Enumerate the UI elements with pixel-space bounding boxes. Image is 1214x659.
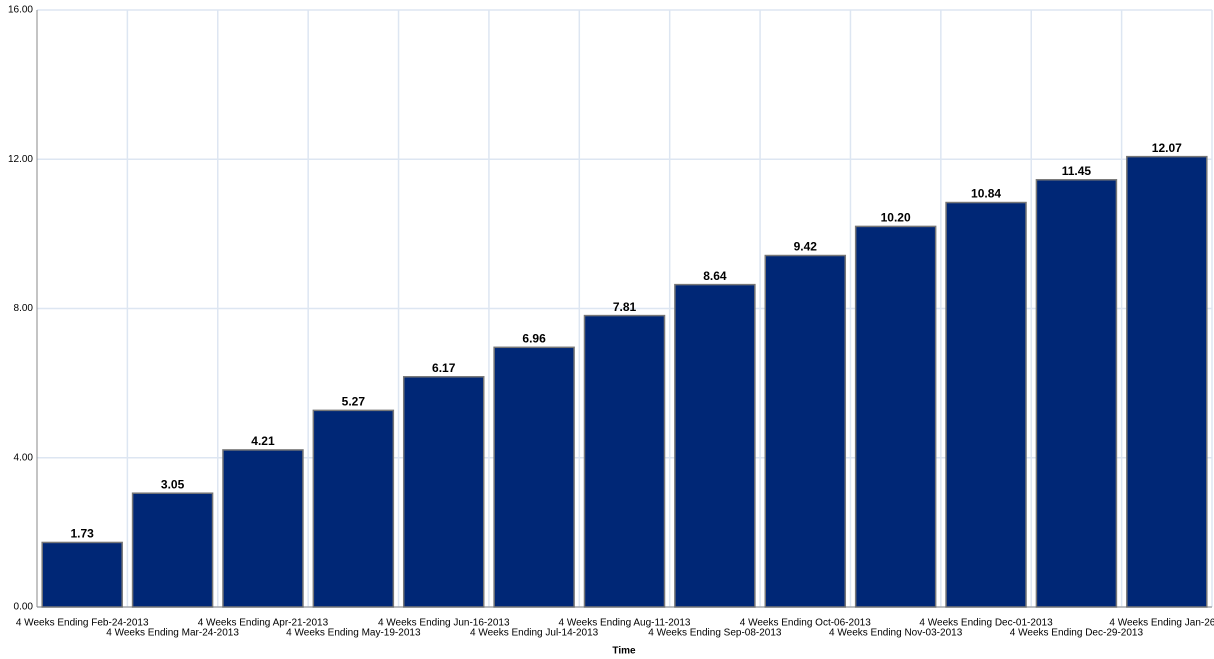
bar: [945, 201, 1027, 608]
bar: [764, 254, 847, 608]
bar: [312, 409, 395, 608]
value-label: 6.17: [432, 361, 456, 375]
x-tick-label: 4 Weeks Ending Apr-21-2013: [198, 618, 329, 629]
bar: [1126, 155, 1208, 608]
x-tick-label: 4 Weeks Ending Sep-08-2013: [648, 628, 782, 639]
bar: [131, 492, 214, 608]
value-label: 3.05: [161, 477, 185, 491]
x-tick-label: 4 Weeks Ending Jun-16-2013: [378, 618, 510, 629]
bar: [854, 225, 937, 608]
x-axis-title: Time: [612, 646, 636, 657]
y-tick-label: 4.00: [14, 452, 34, 463]
value-label: 5.27: [342, 395, 366, 409]
x-tick-label: 4 Weeks Ending Dec-29-2013: [1010, 628, 1144, 639]
value-label: 11.45: [1062, 164, 1092, 178]
value-label: 6.96: [522, 331, 546, 345]
y-tick-label: 8.00: [14, 303, 34, 314]
x-tick-label: 4 Weeks Ending Nov-03-2013: [829, 628, 963, 639]
value-label: 4.21: [251, 434, 275, 448]
bar: [493, 346, 575, 608]
x-tick-label: 4 Weeks Ending Jul-14-2013: [470, 628, 599, 639]
y-tick-label: 0.00: [14, 602, 34, 613]
bar: [222, 449, 304, 608]
x-tick-label: 4 Weeks Ending Dec-01-2013: [919, 618, 1053, 629]
y-tick-label: 16.00: [8, 5, 33, 16]
value-label: 1.73: [71, 527, 95, 541]
value-label: 12.07: [1152, 141, 1182, 155]
x-tick-label: 4 Weeks Ending Mar-24-2013: [106, 628, 239, 639]
value-label: 7.81: [613, 300, 637, 314]
x-tick-label: 4 Weeks Ending Oct-06-2013: [740, 618, 871, 629]
value-label: 8.64: [703, 269, 727, 283]
bar: [1035, 179, 1118, 608]
y-tick-label: 12.00: [8, 154, 33, 165]
value-label: 10.20: [881, 211, 911, 225]
value-label: 9.42: [794, 240, 818, 254]
x-tick-label: 4 Weeks Ending May-19-2013: [286, 628, 421, 639]
bar: [402, 376, 485, 608]
x-tick-label: 4 Weeks Ending Jan-26-2: [1109, 618, 1214, 629]
value-label: 10.84: [971, 187, 1001, 201]
bar: [674, 283, 756, 608]
bar: [583, 314, 666, 608]
x-tick-label: 4 Weeks Ending Feb-24-2013: [16, 618, 149, 629]
bar: [41, 541, 123, 608]
x-tick-label: 4 Weeks Ending Aug-11-2013: [559, 618, 691, 629]
